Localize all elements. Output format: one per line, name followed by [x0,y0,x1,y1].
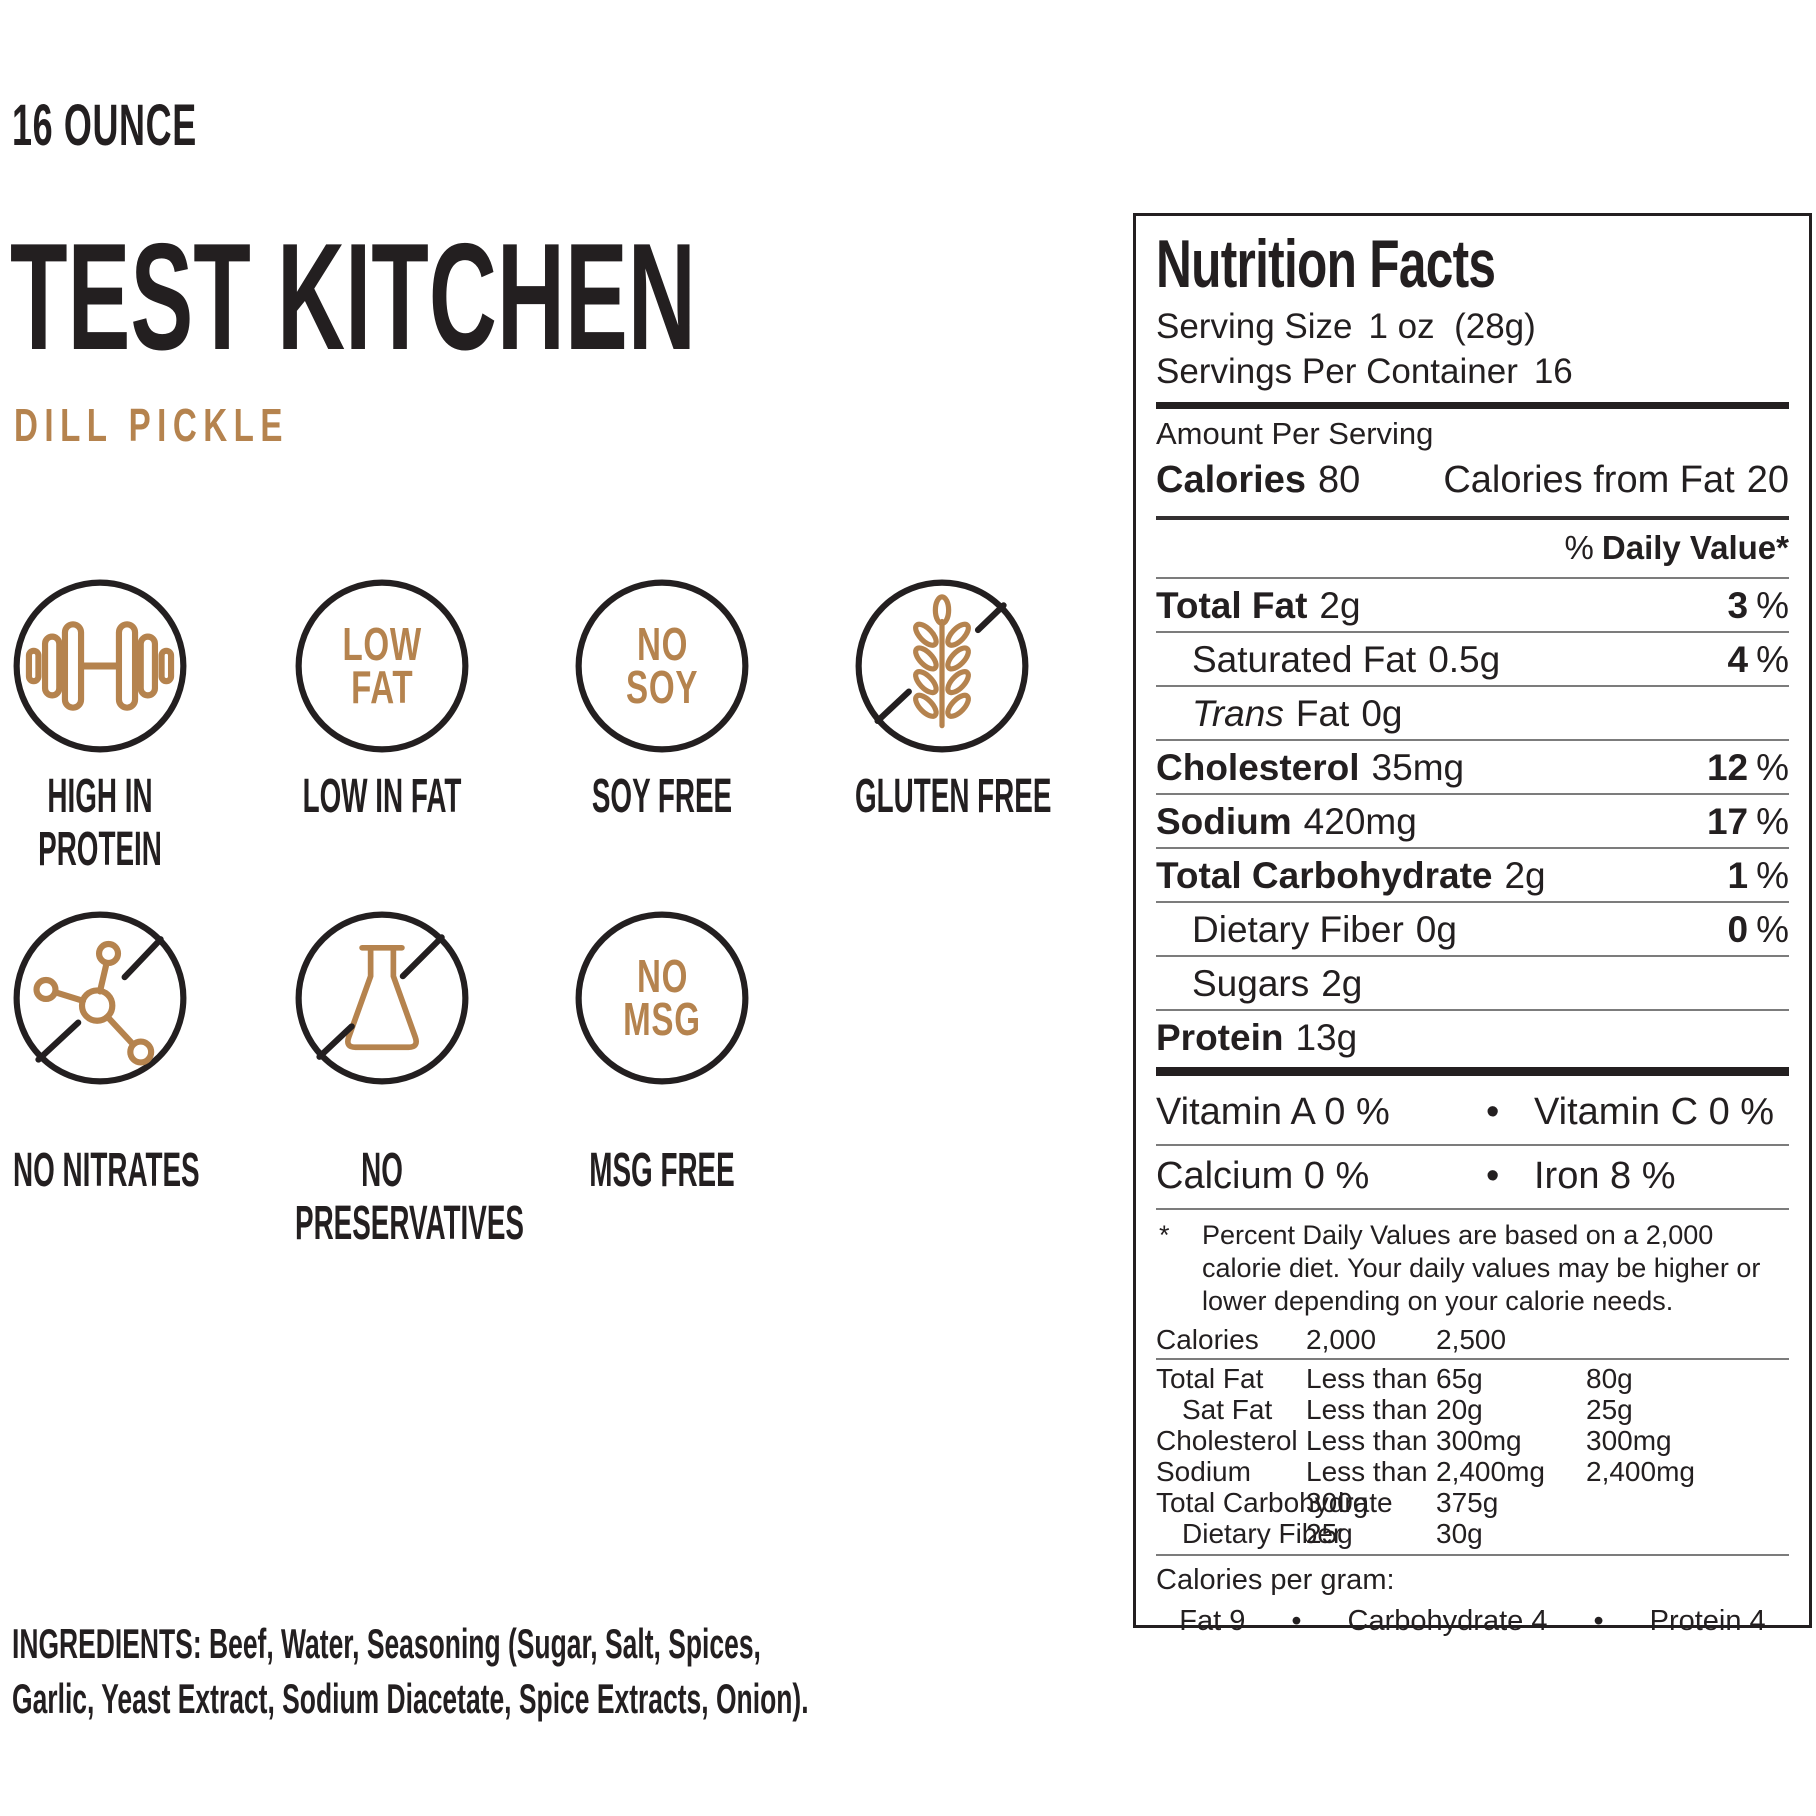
wheat-icon [913,594,971,729]
badge-no-soy: NO SOY [572,576,752,756]
nutrient-row-sodium: Sodium 420mg 17% [1156,793,1789,847]
bullet: • [1486,1155,1500,1197]
badge-label-gluten-free: GLUTEN FREE [855,770,1052,823]
flask-crossed-icon [295,911,469,1085]
no-msg-text: NO MSG [572,908,752,1088]
daily-value-footnote: * Percent Daily Values are based on a 2,… [1159,1220,1761,1316]
no-soy-text: NO SOY [572,576,752,756]
reference-row-dietary-fiber: Dietary Fiber 25g 30g [1182,1518,1483,1549]
nutrient-row-trans-fat: Trans Fat 0g [1156,685,1789,739]
nutrient-row-saturated-fat: Saturated Fat 0.5g 4% [1156,631,1789,685]
badge-text-line: FAT [350,661,414,713]
flask-icon [345,944,419,1051]
nutrient-row-sugars: Sugars 2g [1156,955,1789,1009]
reference-table-header: Calories 2,000 2,500 [1156,1324,1789,1360]
badge-circle [295,579,469,753]
nutrient-row-protein: Protein 13g [1156,1009,1789,1063]
low-fat-badge-circle [295,579,469,753]
calories-row: Calories 80 Calories from Fat 20 [1156,453,1789,514]
badge-circle [13,911,187,1085]
net-weight: 16 OUNCE [12,93,197,158]
serving-size-line: Serving Size 1 oz (28g) [1156,307,1536,346]
badge-high-in-protein [10,576,190,756]
nutrient-row-cholesterol: Cholesterol 35mg 12% [1156,739,1789,793]
calories-label: Calories [1156,459,1306,501]
badge-circle [855,579,1029,753]
badge-text-line: SOY [625,661,699,713]
molecule-crossed-icon [13,911,187,1085]
badge-label-soy-free: SOY FREE [591,770,733,823]
badge-text-line: NO [636,950,688,1002]
amount-per-serving: Amount Per Serving [1156,416,1434,451]
bullet: • [1291,1605,1302,1637]
no-soy-badge-circle [575,579,749,753]
badge-label-msg-free: MSG FREE [589,1144,735,1197]
vitamin-row-1: Vitamin A 0 % • Vitamin C 0 % [1156,1082,1789,1146]
badge-label-low-in-fat: LOW IN FAT [302,770,462,823]
wheat-crossed-icon [855,579,1029,753]
badge-label-no-nitrates: NO NITRATES [13,1144,200,1197]
reference-values-table: Calories 2,000 2,500 Total Fat Less than 6… [1156,1324,1789,1556]
thick-divider [1156,402,1789,409]
badge-no-msg: NO MSG [572,908,752,1088]
badge-circle [575,911,749,1085]
calories-per-gram-label: Calories per gram: [1156,1564,1395,1596]
badge-text-line: NO [636,618,688,670]
reference-row-total-fat: Total Fat Less than 65g 80g [1156,1363,1633,1394]
badge-text-line: LOW [342,618,422,670]
badge-low-fat: LOW FAT [292,576,472,756]
reference-row-sodium: Sodium Less than 2,400mg 2,400mg [1156,1456,1695,1487]
badge-circle [13,579,187,753]
badge-circle [575,579,749,753]
asterisk: * [1159,1220,1170,1250]
reference-row-cholesterol: Cholesterol Less than 300mg 300mg [1156,1425,1672,1456]
badge-no-preservatives [292,908,472,1088]
bullet: • [1593,1605,1604,1637]
low-fat-text: LOW FAT [292,576,472,756]
no-slash [874,602,1007,725]
calories-from-fat-label: Calories from Fat [1443,459,1735,501]
no-msg-badge-circle [575,911,749,1085]
badge-no-nitrates [10,908,190,1088]
calories-per-gram-values: Fat 9 • Carbohydrate 4 • Protein 4 [1179,1605,1766,1637]
reference-row-sat-fat: Sat Fat Less than 20g 25g [1182,1394,1633,1425]
nutrient-row-dietary-fiber: Dietary Fiber 0g 0% [1156,901,1789,955]
badge-text-line: MSG [623,993,701,1045]
vitamin-row-2: Calcium 0 % • Iron 8 % [1156,1146,1789,1210]
nutrient-rows: Total Fat 2g 3% Saturated Fat 0.5g 4% Tran… [1156,579,1789,1063]
reference-row-total-carbohydrate: Total Carbohydrate 300g 375g [1156,1487,1499,1518]
molecule-icon [33,940,155,1066]
flavor-title: DILL PICKLE [14,399,289,451]
calories-from-fat-value: 20 [1746,459,1789,501]
brand-title: TEST KITCHEN [10,212,696,382]
no-slash [35,936,164,1063]
servings-per-container-line: Servings Per Container 16 [1156,352,1573,391]
nutrition-facts-panel: Nutrition Facts Serving Size 1 oz (28g) S… [1133,213,1812,1637]
dumbbell-icon [13,579,187,753]
badge-label-high-in-protein: HIGH IN PROTEIN [38,770,162,876]
no-slash [316,934,445,1060]
daily-value-header: % Daily Value* [1156,520,1789,579]
nutrient-row-total-fat: Total Fat 2g 3% [1156,585,1789,626]
badge-circle [295,911,469,1085]
nutrition-facts-title: Nutrition Facts [1156,226,1496,302]
badge-label-no-preservatives: NO PRESERVATIVES [295,1144,524,1250]
calories-value: 80 [1317,459,1361,501]
bullet: • [1486,1091,1500,1133]
ingredients-statement: INGREDIENTS: Beef, Water, Seasoning (Sug… [12,1620,809,1722]
nutrient-row-total-carbohydrate: Total Carbohydrate 2g 1% [1156,847,1789,901]
thick-divider [1156,1067,1789,1076]
medium-divider [1156,516,1789,520]
badge-gluten-free [852,576,1032,756]
